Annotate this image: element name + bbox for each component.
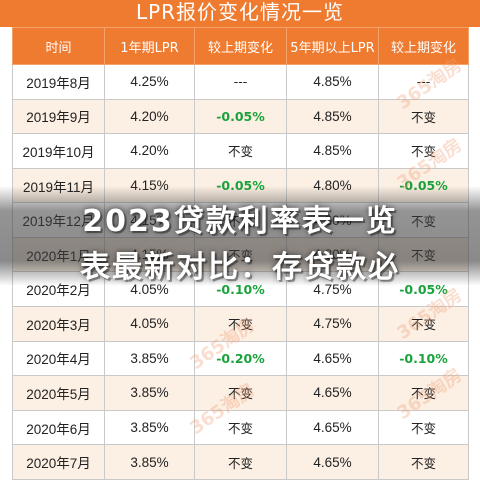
cell-time: 2020年1月 xyxy=(12,236,105,273)
table-row: 2019年8月 4.25% --- 4.85% --- xyxy=(12,64,469,100)
cell-change5: 不变 xyxy=(378,444,469,480)
cell-change1: -0.10% xyxy=(194,271,287,308)
cell-change5: 不变 xyxy=(378,409,469,446)
cell-lpr1: 4.05% xyxy=(104,271,195,308)
header-change5: 较上期变化 xyxy=(378,27,469,65)
table-row: 2019年9月 4.20% -0.05% 4.85% 不变 xyxy=(12,98,469,135)
cell-change5: 不变 xyxy=(378,236,469,273)
cell-lpr1: 4.20% xyxy=(104,133,195,169)
lpr-table: 时间 1年期LPR 较上期变化 5年期以上LPR 较上期变化 2019年8月 4.… xyxy=(12,27,469,480)
header-lpr5: 5年期以上LPR xyxy=(286,27,379,65)
table-row: 2020年2月 4.05% -0.10% 4.75% -0.05% xyxy=(12,271,469,308)
cell-time: 2019年11月 xyxy=(12,167,105,204)
table-body: 2019年8月 4.25% --- 4.85% --- 2019年9月 4.20% -0.05… xyxy=(12,64,469,480)
cell-lpr1: 4.15% xyxy=(104,236,195,273)
table-title: LPR报价变化情况一览 xyxy=(0,0,480,27)
table-row: 2020年4月 3.85% -0.20% 4.65% -0.10% xyxy=(12,340,469,377)
cell-change1: 不变 xyxy=(194,375,287,411)
cell-lpr5: 4.80% xyxy=(286,167,379,204)
cell-lpr5: 4.65% xyxy=(286,409,379,446)
cell-change1: --- xyxy=(194,64,287,100)
table-row: 2019年10月 4.20% 不变 4.85% 不变 xyxy=(12,133,469,169)
cell-lpr5: 4.75% xyxy=(286,306,379,342)
cell-lpr5: 4.65% xyxy=(286,444,379,480)
cell-change5: 不变 xyxy=(378,133,469,169)
cell-lpr5: 4.85% xyxy=(286,64,379,100)
cell-change1: 不变 xyxy=(194,202,287,238)
cell-change5: -0.05% xyxy=(378,271,469,308)
cell-lpr5: 4.80% xyxy=(286,202,379,238)
cell-time: 2019年12月 xyxy=(12,202,105,238)
cell-time: 2019年10月 xyxy=(12,133,105,169)
cell-time: 2019年8月 xyxy=(12,64,105,100)
table-row: 2020年3月 4.05% 不变 4.75% 不变 xyxy=(12,306,469,342)
cell-change5: 不变 xyxy=(378,306,469,342)
cell-change1: 不变 xyxy=(194,133,287,169)
cell-change5: -0.05% xyxy=(378,167,469,204)
table-row: 2020年5月 3.85% 不变 4.65% 不变 xyxy=(12,375,469,411)
table-row: 2019年12月 4.15% 不变 4.80% 不变 xyxy=(12,202,469,238)
header-time: 时间 xyxy=(12,27,105,65)
cell-change1: -0.05% xyxy=(194,167,287,204)
cell-lpr1: 3.85% xyxy=(104,444,195,480)
cell-lpr1: 3.85% xyxy=(104,375,195,411)
cell-time: 2020年6月 xyxy=(12,409,105,446)
cell-change5: --- xyxy=(378,64,469,100)
cell-time: 2020年4月 xyxy=(12,340,105,377)
cell-lpr1: 4.20% xyxy=(104,98,195,135)
cell-time: 2020年7月 xyxy=(12,444,105,480)
cell-change1: -0.05% xyxy=(194,98,287,135)
header-change1: 较上期变化 xyxy=(194,27,287,65)
cell-change1: 不变 xyxy=(194,444,287,480)
cell-change1: 不变 xyxy=(194,409,287,446)
cell-lpr5: 4.65% xyxy=(286,340,379,377)
header-row: 时间 1年期LPR 较上期变化 5年期以上LPR 较上期变化 xyxy=(12,27,469,65)
cell-time: 2020年2月 xyxy=(12,271,105,308)
cell-change1: 不变 xyxy=(194,306,287,342)
cell-lpr1: 3.85% xyxy=(104,340,195,377)
cell-change5: 不变 xyxy=(378,98,469,135)
cell-change5: 不变 xyxy=(378,202,469,238)
cell-lpr1: 3.85% xyxy=(104,409,195,446)
cell-lpr1: 4.25% xyxy=(104,64,195,100)
cell-change1: -0.20% xyxy=(194,340,287,377)
cell-time: 2020年5月 xyxy=(12,375,105,411)
cell-lpr5: 4.65% xyxy=(286,375,379,411)
table-row: 2020年6月 3.85% 不变 4.65% 不变 xyxy=(12,409,469,446)
cell-lpr5: 4.85% xyxy=(286,133,379,169)
cell-lpr5: 4.85% xyxy=(286,98,379,135)
cell-lpr1: 4.05% xyxy=(104,306,195,342)
table-row: 2019年11月 4.15% -0.05% 4.80% -0.05% xyxy=(12,167,469,204)
cell-time: 2020年3月 xyxy=(12,306,105,342)
cell-time: 2019年9月 xyxy=(12,98,105,135)
cell-change1: 不变 xyxy=(194,236,287,273)
table-row: 2020年7月 3.85% 不变 4.65% 不变 xyxy=(12,444,469,480)
cell-lpr1: 4.15% xyxy=(104,202,195,238)
cell-lpr5: 4.75% xyxy=(286,271,379,308)
table-row: 2020年1月 4.15% 不变 4.80% 不变 xyxy=(12,236,469,273)
cell-change5: -0.10% xyxy=(378,340,469,377)
cell-lpr1: 4.15% xyxy=(104,167,195,204)
cell-lpr5: 4.80% xyxy=(286,236,379,273)
header-lpr1: 1年期LPR xyxy=(104,27,195,65)
cell-change5: 不变 xyxy=(378,375,469,411)
